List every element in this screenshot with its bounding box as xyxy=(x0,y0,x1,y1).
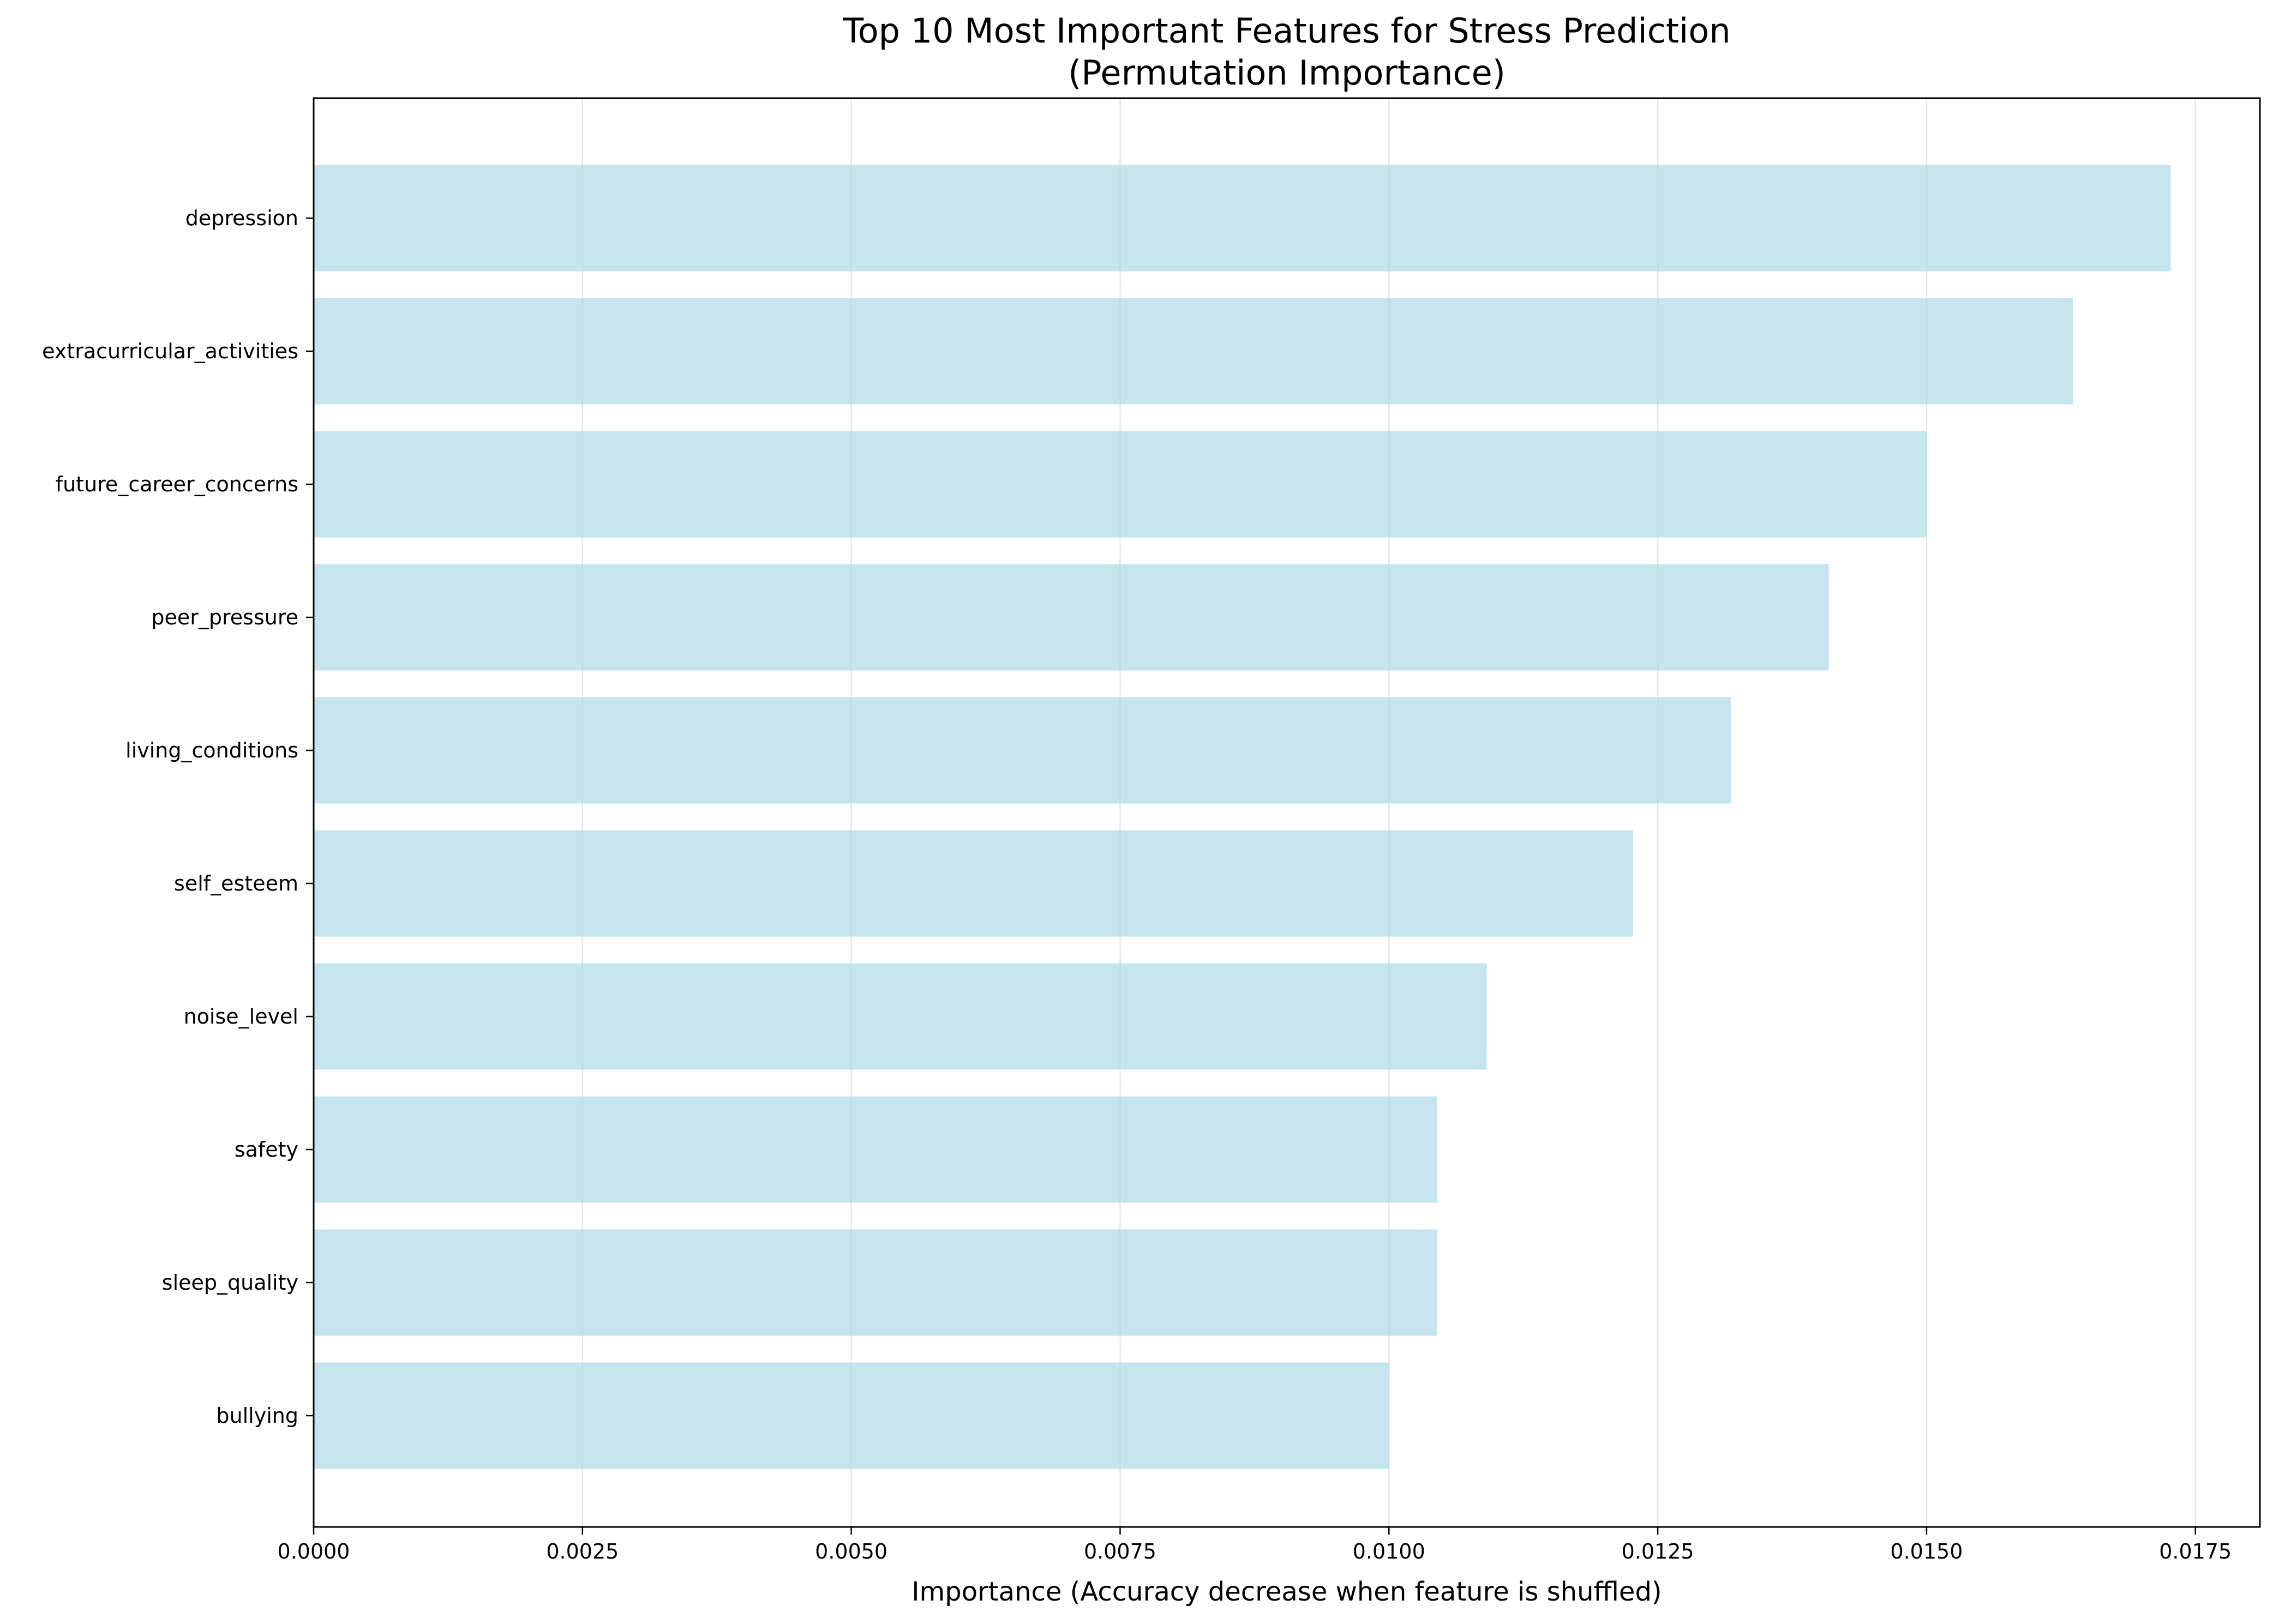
y-tick-label: self_esteem xyxy=(174,871,298,895)
bar-sleep-quality xyxy=(314,1229,1437,1336)
bar-living-conditions xyxy=(314,697,1731,804)
y-tick-label: future_career_concerns xyxy=(56,472,298,496)
x-tick-label: 0.0175 xyxy=(2159,1539,2232,1563)
x-tick-label: 0.0025 xyxy=(546,1539,619,1563)
y-tick-label: peer_pressure xyxy=(151,605,298,629)
y-tick-label: safety xyxy=(235,1138,298,1162)
bar-noise-level xyxy=(314,963,1487,1070)
x-tick-label: 0.0050 xyxy=(815,1539,887,1563)
x-axis-ticks: 0.0000 0.0025 0.0050 0.0075 0.0100 0.0125 0.01… xyxy=(278,1527,2232,1563)
y-tick-label: depression xyxy=(185,206,298,230)
x-tick-label: 0.0150 xyxy=(1890,1539,1963,1563)
x-axis-label: Importance (Accuracy decrease when featu… xyxy=(911,1577,1662,1607)
y-tick-label: bullying xyxy=(216,1404,298,1428)
bar-bullying xyxy=(314,1362,1389,1469)
y-tick-label: noise_level xyxy=(184,1005,298,1028)
plot-frame xyxy=(313,97,2261,1528)
bar-peer-pressure xyxy=(314,564,1829,671)
x-tick-label: 0.0075 xyxy=(1084,1539,1156,1563)
y-axis-ticks: depression extracurricular_activitiesfutu… xyxy=(42,206,314,1428)
bars xyxy=(314,165,2171,1469)
bar-depression xyxy=(314,165,2171,272)
bar-future-career-concerns xyxy=(314,431,1927,538)
axes xyxy=(313,97,2261,1528)
bar-self-esteem xyxy=(314,830,1633,937)
y-tick-label: extracurricular_activities xyxy=(42,339,298,363)
chart-subtitle: (Permutation Importance) xyxy=(1068,53,1506,93)
x-tick-label: 0.0000 xyxy=(278,1539,350,1563)
bar-safety xyxy=(314,1096,1437,1203)
y-tick-label: living_conditions xyxy=(125,738,298,762)
x-tick-label: 0.0100 xyxy=(1353,1539,1425,1563)
bar-extracurricular-activities xyxy=(314,298,2073,405)
y-tick-label: sleep_quality xyxy=(162,1271,298,1295)
x-tick-label: 0.0125 xyxy=(1622,1539,1694,1563)
chart-title: Top 10 Most Important Features for Stres… xyxy=(842,11,1730,51)
